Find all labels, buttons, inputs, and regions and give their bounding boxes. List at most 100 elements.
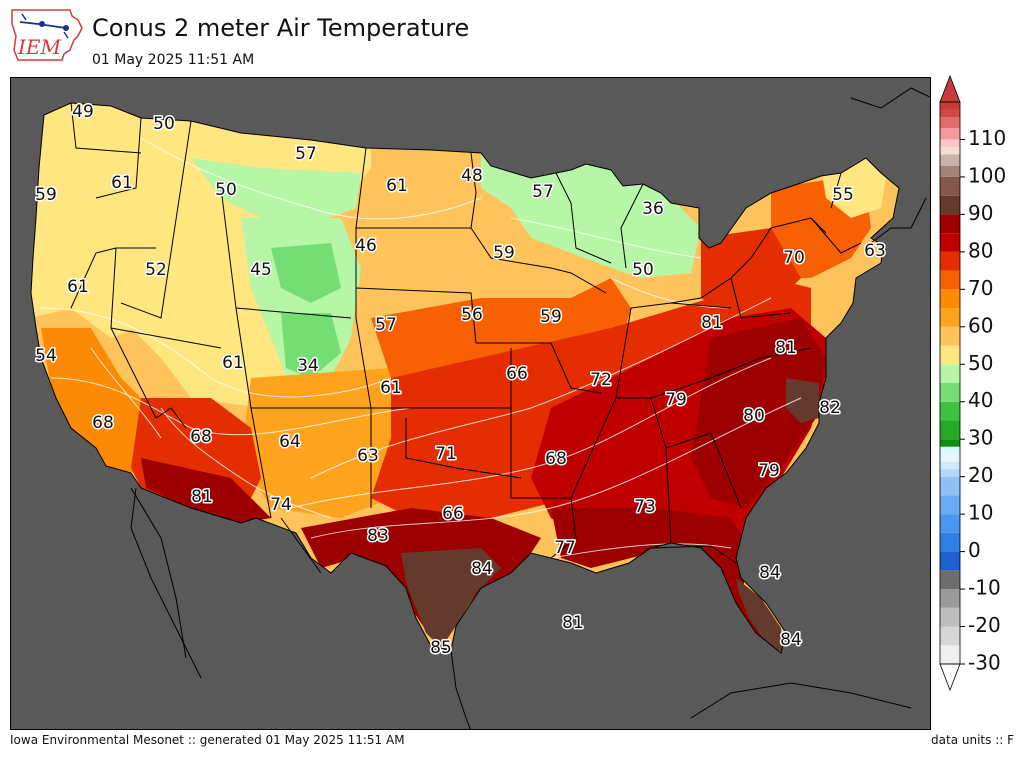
station-value-label: 45 bbox=[250, 260, 272, 280]
station-value-label: 84 bbox=[759, 563, 781, 583]
colorbar-swatch bbox=[940, 154, 960, 166]
colorbar-swatch bbox=[940, 495, 960, 515]
colorbar-swatch bbox=[940, 128, 960, 140]
colorbar-swatch bbox=[940, 532, 960, 552]
colorbar-swatch bbox=[940, 251, 960, 271]
colorbar-tick-label: 80 bbox=[968, 238, 993, 262]
colorbar-swatch bbox=[940, 195, 960, 215]
state-boundaries bbox=[30, 102, 900, 654]
page-subtitle: 01 May 2025 11:51 AM bbox=[92, 52, 255, 68]
station-value-label: 50 bbox=[215, 180, 237, 200]
colorbar-tick-label: 10 bbox=[968, 501, 993, 525]
station-value-label: 59 bbox=[493, 243, 515, 263]
station-value-label: 77 bbox=[554, 538, 576, 558]
station-value-label: 57 bbox=[375, 315, 397, 335]
colorbar-swatch bbox=[940, 116, 960, 129]
colorbar-swatch bbox=[940, 420, 960, 440]
station-value-label: 61 bbox=[386, 176, 408, 196]
page-title: Conus 2 meter Air Temperature bbox=[92, 14, 470, 42]
station-value-label: 50 bbox=[632, 260, 654, 280]
colorbar-swatch bbox=[940, 176, 960, 196]
colorbar-min-arrow bbox=[939, 663, 961, 692]
footer-credit: Iowa Environmental Mesonet :: generated … bbox=[10, 733, 405, 747]
colorbar-swatch bbox=[940, 270, 960, 290]
station-value-label: 73 bbox=[634, 497, 656, 517]
colorbar-tick-label: 50 bbox=[968, 351, 993, 375]
colorbar: -30 -20 -10 0 10 20 30 40 50 60 70 80 90 100 110 bbox=[938, 74, 1024, 694]
station-value-label: 34 bbox=[297, 356, 319, 376]
colorbar-swatch bbox=[940, 461, 960, 470]
colorbar-swatch bbox=[940, 476, 960, 496]
station-value-label: 81 bbox=[191, 487, 213, 507]
colorbar-tick-label: 70 bbox=[968, 276, 993, 300]
station-value-label: 70 bbox=[783, 248, 805, 268]
station-value-label: 79 bbox=[665, 390, 687, 410]
station-value-label: 68 bbox=[190, 427, 212, 447]
colorbar-swatch bbox=[940, 589, 960, 608]
station-value-label: 46 bbox=[355, 236, 377, 256]
colorbar-swatch bbox=[940, 645, 960, 664]
colorbar-tick-label: 90 bbox=[968, 201, 993, 225]
station-value-label: 72 bbox=[590, 370, 612, 390]
footer-units: data units :: F bbox=[931, 733, 1014, 747]
iem-logo: IEM bbox=[8, 6, 86, 64]
colorbar-swatch bbox=[940, 401, 960, 421]
colorbar-swatch bbox=[940, 345, 960, 365]
colorbar-swatch bbox=[940, 308, 960, 327]
station-value-label: 82 bbox=[819, 398, 841, 418]
colorbar-outline bbox=[939, 101, 961, 665]
colorbar-swatch bbox=[940, 383, 960, 402]
colorbar-ticks: -30 -20 -10 0 10 20 30 40 50 60 70 80 90 100 110 bbox=[960, 126, 1006, 675]
station-value-label: 52 bbox=[145, 260, 167, 280]
station-value-label: 61 bbox=[222, 353, 244, 373]
colorbar-swatch bbox=[940, 439, 960, 447]
colorbar-max-arrow bbox=[939, 74, 961, 103]
colorbar-swatch bbox=[940, 514, 960, 533]
colorbar-tick-label: 100 bbox=[968, 163, 1006, 187]
station-value-label: 61 bbox=[67, 277, 89, 297]
colorbar-swatch bbox=[940, 446, 960, 455]
station-value-label: 63 bbox=[357, 446, 379, 466]
colorbar-swatch bbox=[940, 454, 960, 462]
colorbar-swatch bbox=[940, 607, 960, 627]
station-value-label: 81 bbox=[775, 338, 797, 358]
station-value-label: 85 bbox=[430, 638, 452, 658]
logo-text: IEM bbox=[17, 35, 62, 59]
colorbar-swatch bbox=[940, 165, 960, 177]
temperature-map: 49 50 57 59 61 50 61 48 57 55 36 46 59 70 63 52 45 50 61 56… bbox=[10, 77, 931, 730]
station-value-label: 59 bbox=[540, 307, 562, 327]
colorbar-tick-label: -20 bbox=[968, 613, 1001, 637]
colorbar-tick-label: 20 bbox=[968, 463, 993, 487]
colorbar-swatches bbox=[939, 74, 961, 692]
colorbar-swatch bbox=[940, 102, 960, 110]
colorbar-swatch bbox=[940, 139, 960, 147]
station-value-label: 71 bbox=[435, 444, 457, 464]
station-value-label: 81 bbox=[701, 313, 723, 333]
station-value-label: 54 bbox=[35, 346, 57, 366]
neighbor-coastlines bbox=[130, 87, 930, 729]
colorbar-swatch bbox=[940, 289, 960, 309]
station-value-label: 84 bbox=[780, 630, 802, 650]
colorbar-swatch bbox=[940, 469, 960, 477]
station-value-label: 81 bbox=[562, 613, 584, 633]
station-value-label: 56 bbox=[461, 305, 483, 325]
colorbar-swatch bbox=[940, 233, 960, 252]
colorbar-swatch bbox=[940, 570, 960, 590]
colorbar-tick-label: 0 bbox=[968, 538, 981, 562]
station-value-label: 63 bbox=[864, 241, 886, 261]
colorbar-swatch bbox=[940, 214, 960, 234]
colorbar-swatch bbox=[940, 551, 960, 571]
station-value-label: 57 bbox=[295, 144, 317, 164]
station-value-label: 59 bbox=[35, 185, 57, 205]
colorbar-tick-label: 40 bbox=[968, 388, 993, 412]
station-value-label: 68 bbox=[92, 413, 114, 433]
station-labels: 49 50 57 59 61 50 61 48 57 55 36 46 59 70 63 52 45 50 61 56… bbox=[34, 101, 888, 660]
colorbar-swatch bbox=[940, 326, 960, 346]
colorbar-swatch bbox=[940, 626, 960, 646]
colorbar-swatch bbox=[940, 146, 960, 155]
station-value-label: 57 bbox=[532, 182, 554, 202]
station-value-label: 83 bbox=[367, 526, 389, 546]
station-value-label: 49 bbox=[72, 102, 94, 122]
station-value-label: 61 bbox=[111, 173, 133, 193]
station-value-label: 74 bbox=[270, 495, 292, 515]
